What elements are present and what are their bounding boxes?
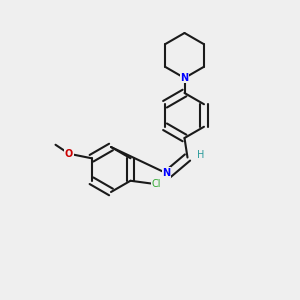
- Text: N: N: [180, 73, 189, 83]
- Text: H: H: [197, 149, 205, 160]
- Text: O: O: [65, 149, 73, 159]
- Text: N: N: [162, 167, 171, 178]
- Text: Cl: Cl: [151, 179, 161, 189]
